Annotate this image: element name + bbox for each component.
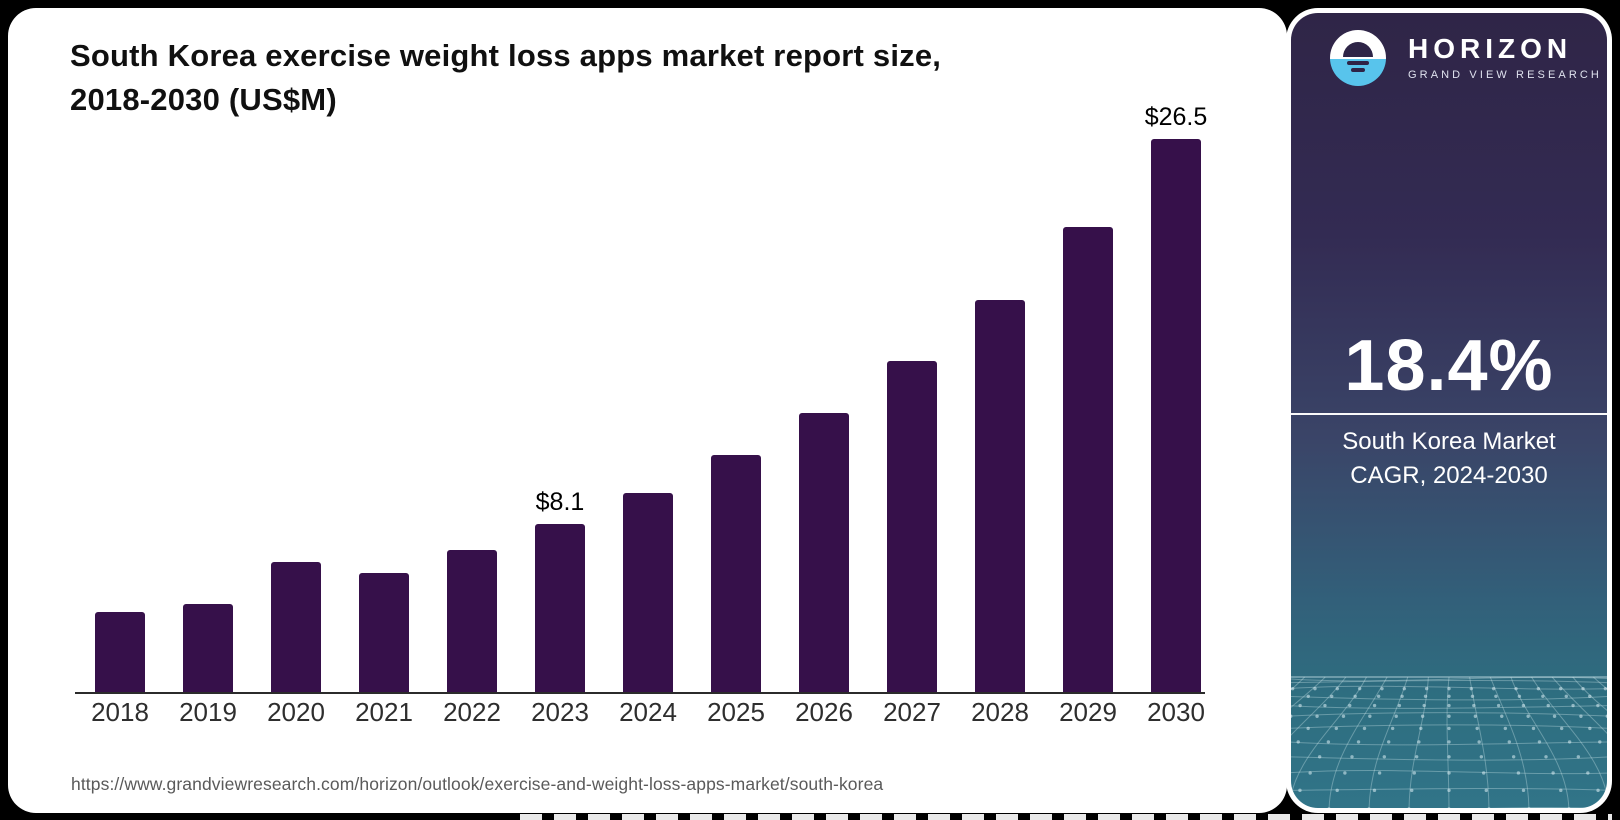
chart-title-line1: South Korea exercise weight loss apps ma… bbox=[70, 38, 942, 73]
bottom-edge-dashes bbox=[520, 814, 1612, 820]
year-label-2021: 2021 bbox=[355, 697, 413, 727]
year-label-2024: 2024 bbox=[619, 697, 677, 727]
bar-2024 bbox=[623, 492, 673, 694]
brand-logo: HORIZON GRAND VIEW RESEARCH bbox=[1330, 30, 1602, 86]
sidebar-background: HORIZON GRAND VIEW RESEARCH 18.4% South … bbox=[1291, 13, 1607, 808]
wireframe-mesh-decoration bbox=[1291, 676, 1607, 808]
bar-2027 bbox=[887, 361, 937, 694]
cagr-stat-caption: South Korea Market CAGR, 2024-2030 bbox=[1291, 425, 1607, 493]
chart-title-line2: 2018-2030 (US$M) bbox=[70, 82, 337, 117]
bar-value-label-2023: $8.1 bbox=[535, 488, 585, 517]
bar-2022 bbox=[447, 549, 497, 694]
year-label-2018: 2018 bbox=[91, 697, 149, 727]
stat-divider bbox=[1291, 413, 1607, 415]
bar-2029 bbox=[1063, 227, 1113, 694]
year-label-2027: 2027 bbox=[883, 697, 941, 727]
bar-chart-plot: 2018 2019 2020 2021 2022 2023 $8.1 2024 2025 2026… bbox=[8, 8, 1287, 813]
bar-2026 bbox=[799, 413, 849, 694]
bar-2025 bbox=[711, 455, 761, 694]
x-axis-line bbox=[75, 692, 1205, 694]
bar-2021 bbox=[359, 572, 409, 694]
year-label-2030: 2030 bbox=[1147, 697, 1205, 727]
sidebar-card: HORIZON GRAND VIEW RESEARCH 18.4% South … bbox=[1286, 8, 1612, 813]
cagr-stat-value: 18.4% bbox=[1344, 326, 1554, 406]
brand-text-block: HORIZON GRAND VIEW RESEARCH bbox=[1408, 33, 1602, 82]
year-label-2029: 2029 bbox=[1059, 697, 1117, 727]
horizon-sunset-icon bbox=[1330, 30, 1386, 86]
chart-title: South Korea exercise weight loss apps ma… bbox=[70, 34, 1170, 122]
bar-2023 bbox=[535, 524, 585, 694]
year-label-2020: 2020 bbox=[267, 697, 325, 727]
bar-2020 bbox=[271, 562, 321, 694]
sun-reflection-bar bbox=[1347, 61, 1369, 65]
stat-caption-line1: South Korea Market bbox=[1342, 428, 1556, 455]
bar-2028 bbox=[975, 300, 1025, 694]
sun-reflection-bar bbox=[1351, 68, 1365, 72]
bar-value-label-2030: $26.5 bbox=[1144, 103, 1208, 131]
bar-2030 bbox=[1151, 139, 1201, 694]
stat-caption-line2: CAGR, 2024-2030 bbox=[1350, 462, 1548, 489]
year-label-2026: 2026 bbox=[795, 697, 853, 727]
source-url: https://www.grandviewresearch.com/horizo… bbox=[71, 774, 884, 794]
chart-card: South Korea exercise weight loss apps ma… bbox=[8, 8, 1287, 813]
year-label-2022: 2022 bbox=[443, 697, 501, 727]
brand-name: HORIZON bbox=[1408, 33, 1573, 64]
brand-subtitle: GRAND VIEW RESEARCH bbox=[1408, 69, 1602, 81]
year-label-2019: 2019 bbox=[179, 697, 237, 727]
year-label-2028: 2028 bbox=[971, 697, 1029, 727]
year-label-2025: 2025 bbox=[707, 697, 765, 727]
sun-dome-shape bbox=[1343, 42, 1373, 57]
bar-2018 bbox=[95, 612, 145, 694]
bar-2019 bbox=[183, 603, 233, 694]
year-label-2023: 2023 bbox=[531, 697, 589, 727]
